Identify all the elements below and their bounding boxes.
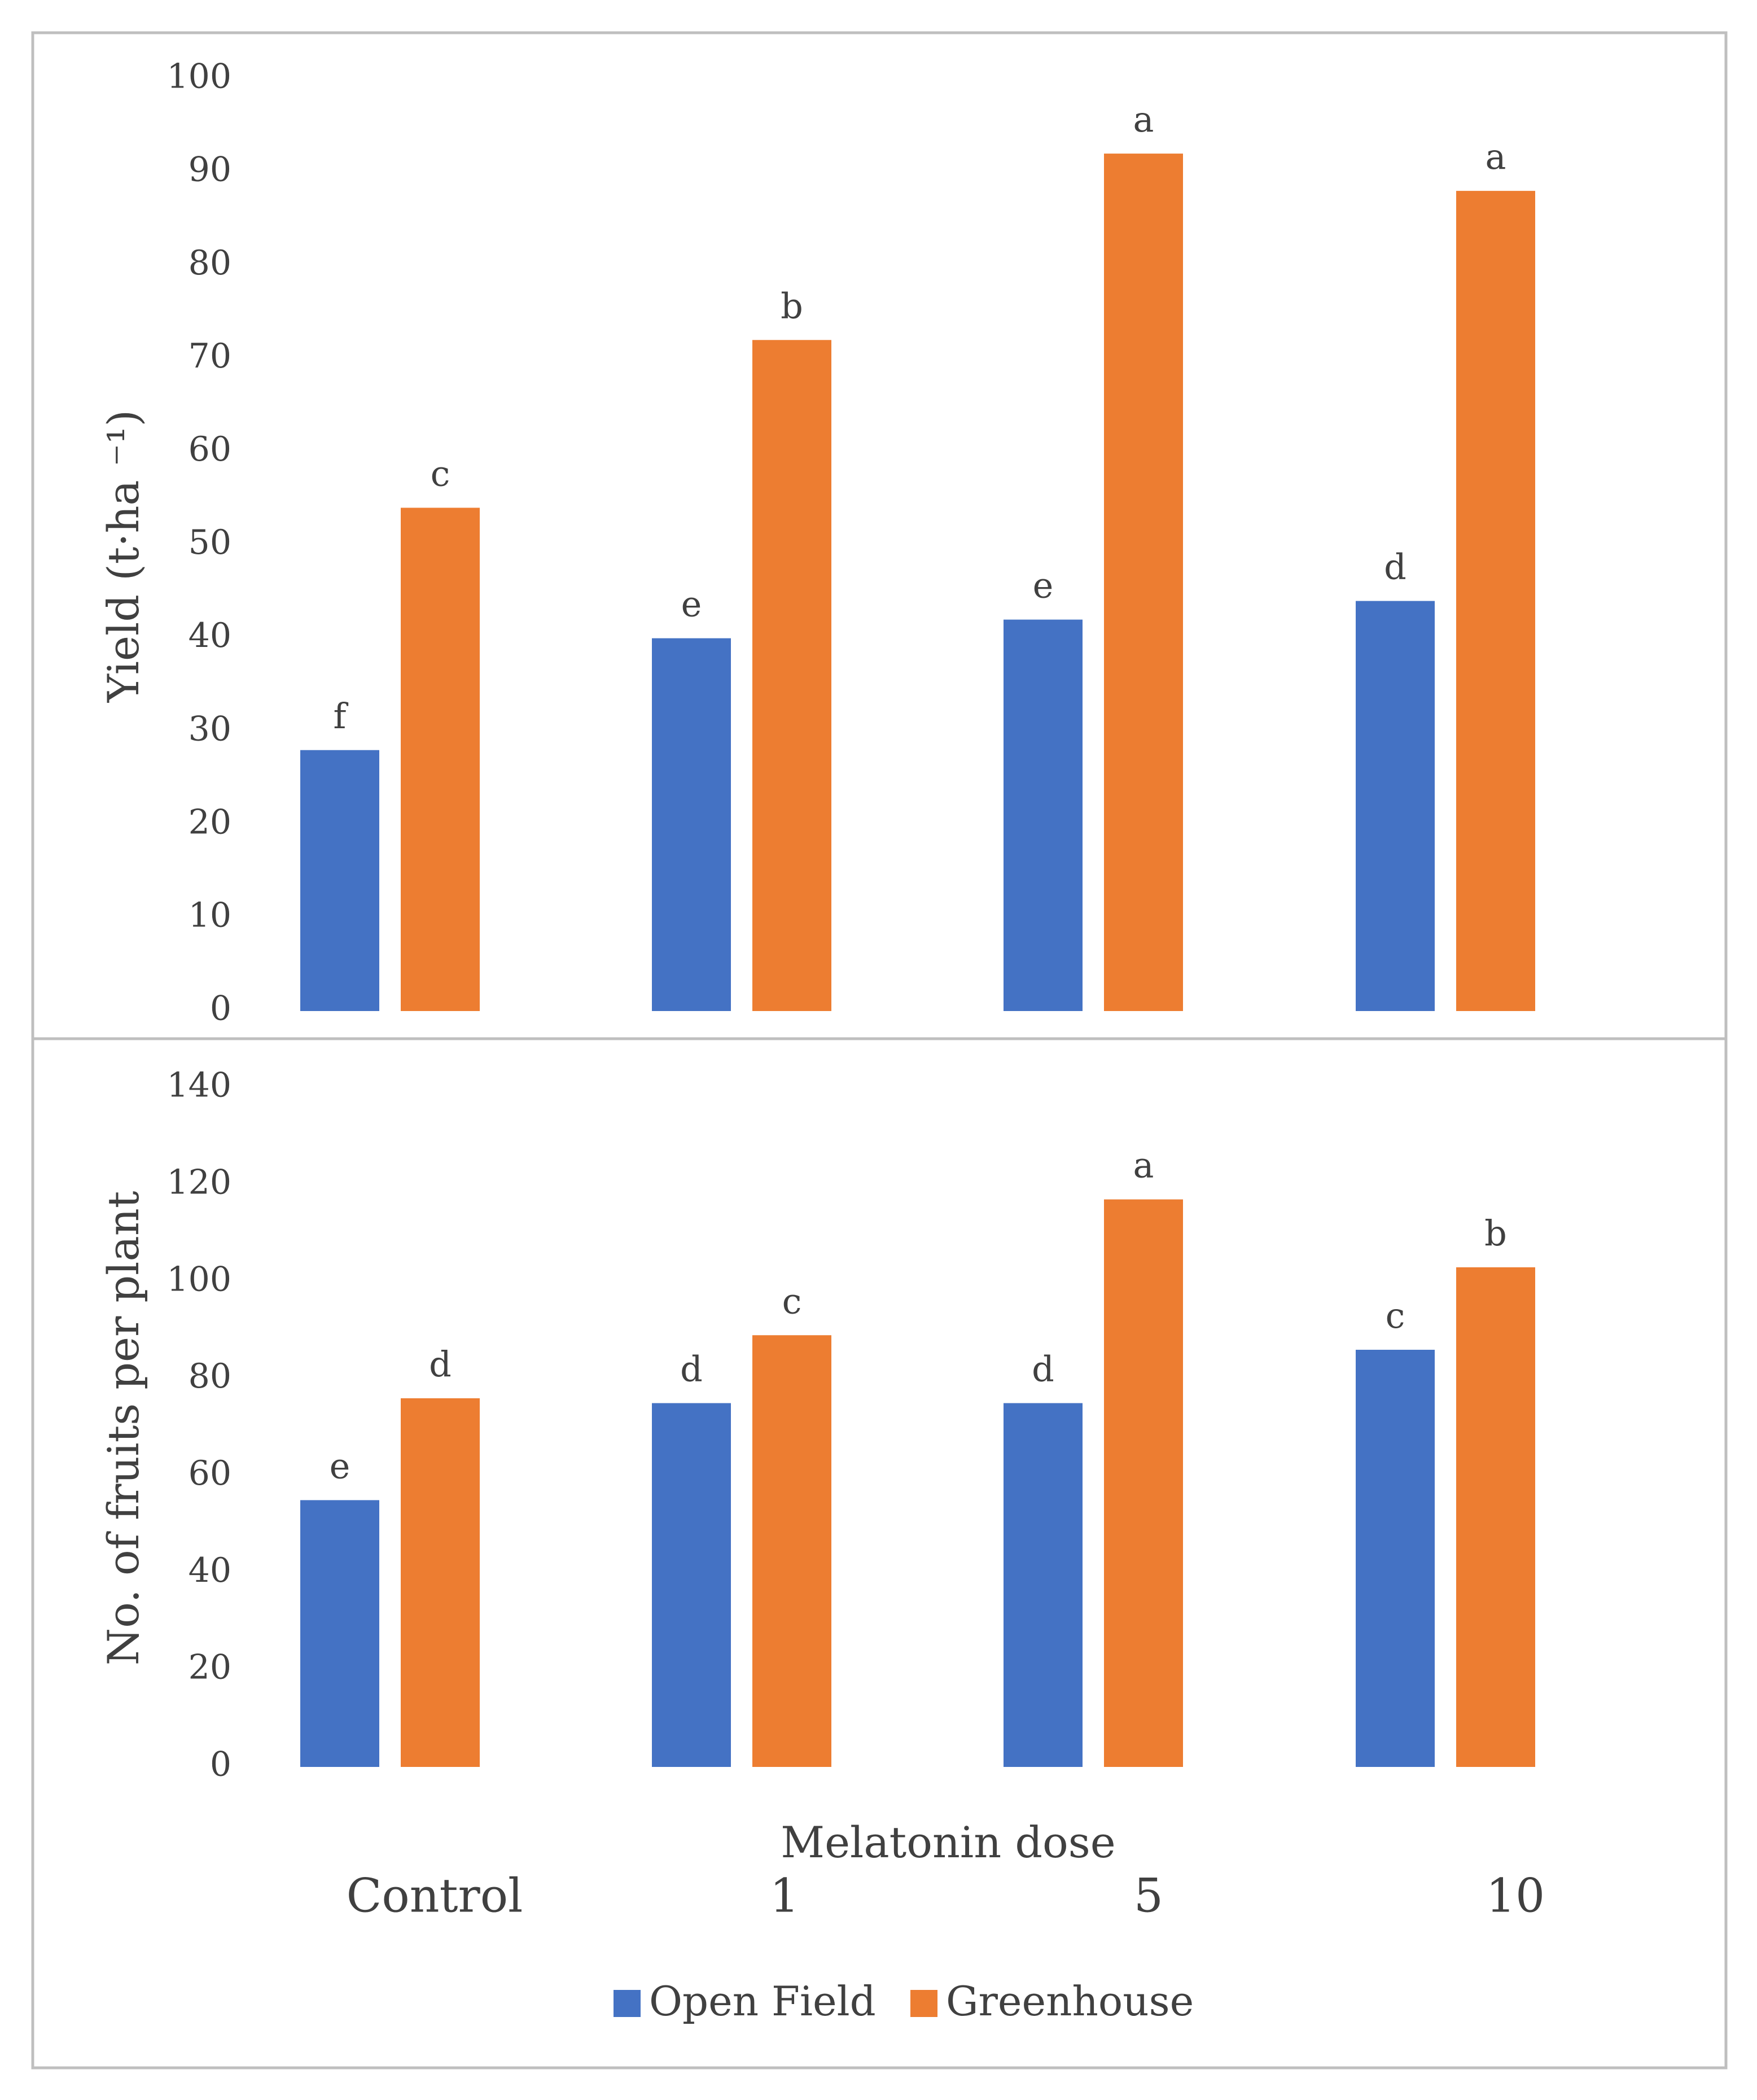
bar-significance-label: c xyxy=(782,1280,802,1322)
y-tick-label: 0 xyxy=(210,989,231,1029)
y-tick-label: 120 xyxy=(167,1162,231,1202)
bar-open-field xyxy=(1004,1403,1083,1767)
y-tick-label: 90 xyxy=(189,150,231,190)
bar-open-field xyxy=(1356,601,1435,1011)
y-axis-title: No. of fruits per plant xyxy=(98,1191,148,1666)
bar-significance-label: c xyxy=(431,453,450,495)
bar-significance-label: d xyxy=(680,1349,703,1390)
y-axis-title: Yield (t·ha ⁻¹) xyxy=(98,410,148,703)
bar-significance-label: e xyxy=(1033,565,1054,606)
category-label: Control xyxy=(347,1870,523,1923)
bar-significance-label: b xyxy=(781,285,803,326)
bar-significance-label: d xyxy=(1384,546,1407,588)
bar-significance-label: e xyxy=(330,1446,350,1487)
bar-significance-label: c xyxy=(1386,1295,1405,1336)
y-tick-label: 100 xyxy=(167,1259,231,1299)
y-tick-label: 20 xyxy=(189,802,231,842)
bar-greenhouse xyxy=(1456,191,1535,1011)
y-tick-label: 80 xyxy=(189,1357,231,1396)
bar-open-field xyxy=(1004,619,1083,1011)
bar-significance-label: a xyxy=(1486,136,1506,177)
y-tick-label: 40 xyxy=(189,1551,231,1590)
y-tick-label: 50 xyxy=(189,523,231,562)
legend-swatch-open-field xyxy=(614,1990,641,2017)
bar-greenhouse xyxy=(1104,154,1183,1012)
y-tick-label: 60 xyxy=(189,430,231,469)
bar-significance-label: a xyxy=(1133,1145,1154,1186)
bar-open-field xyxy=(1356,1350,1435,1767)
legend-label-greenhouse: Greenhouse xyxy=(946,1978,1194,2025)
bar-significance-label: d xyxy=(1032,1349,1054,1390)
legend-label-open-field: Open Field xyxy=(649,1978,876,2025)
yield-chart: 0 10 20 30 40 50 60 70 80 90 100 Yield (t·ha ⁻¹) f e e… xyxy=(98,57,1535,1029)
category-label: 5 xyxy=(1134,1870,1163,1923)
bar-greenhouse xyxy=(401,1398,480,1767)
bar-significance-label: e xyxy=(681,584,702,625)
y-tick-label: 10 xyxy=(189,895,231,935)
x-axis-title: Melatonin dose xyxy=(781,1817,1115,1867)
bar-open-field xyxy=(300,1500,379,1767)
bar-greenhouse xyxy=(752,340,831,1011)
legend: Open Field Greenhouse xyxy=(614,1978,1194,2025)
y-tick-label: 140 xyxy=(167,1066,231,1105)
bar-open-field xyxy=(652,638,731,1011)
bar-open-field xyxy=(300,750,379,1011)
bar-greenhouse xyxy=(401,508,480,1011)
bar-greenhouse xyxy=(1456,1267,1535,1767)
bar-significance-label: a xyxy=(1133,99,1154,140)
y-tick-label: 20 xyxy=(189,1648,231,1687)
y-tick-label: 70 xyxy=(189,336,231,376)
bar-open-field xyxy=(652,1403,731,1767)
y-tick-label: 40 xyxy=(189,616,231,655)
legend-swatch-greenhouse xyxy=(910,1990,937,2017)
category-label: 1 xyxy=(770,1870,799,1923)
figure-border xyxy=(31,31,1728,2070)
fruits-chart: 0 20 40 60 80 100 120 140 No. of fruits per plan… xyxy=(98,1066,1535,1784)
category-label: 10 xyxy=(1486,1870,1545,1923)
bar-greenhouse xyxy=(752,1335,831,1767)
category-labels: Control 1 5 10 xyxy=(347,1870,1545,1923)
y-tick-label: 60 xyxy=(189,1454,231,1493)
bar-significance-label: d xyxy=(429,1344,452,1385)
bar-greenhouse xyxy=(1104,1199,1183,1767)
y-tick-label: 80 xyxy=(189,243,231,283)
y-tick-label: 0 xyxy=(210,1745,231,1784)
y-tick-label: 100 xyxy=(167,57,231,97)
bar-significance-label: f xyxy=(334,695,349,737)
bar-significance-label: b xyxy=(1484,1213,1507,1254)
y-tick-label: 30 xyxy=(189,709,231,749)
